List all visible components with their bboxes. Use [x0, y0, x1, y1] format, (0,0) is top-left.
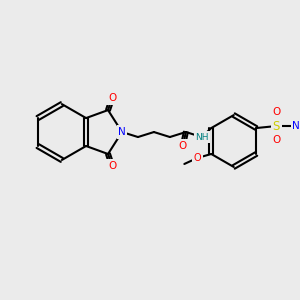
Text: N: N — [118, 127, 126, 137]
Text: O: O — [194, 153, 201, 163]
Text: O: O — [108, 93, 116, 103]
Text: O: O — [272, 107, 280, 117]
Text: N: N — [292, 121, 300, 131]
Text: O: O — [272, 135, 280, 145]
Text: O: O — [108, 161, 116, 171]
Text: S: S — [272, 120, 280, 133]
Text: NH: NH — [195, 133, 208, 142]
Text: O: O — [179, 141, 187, 151]
